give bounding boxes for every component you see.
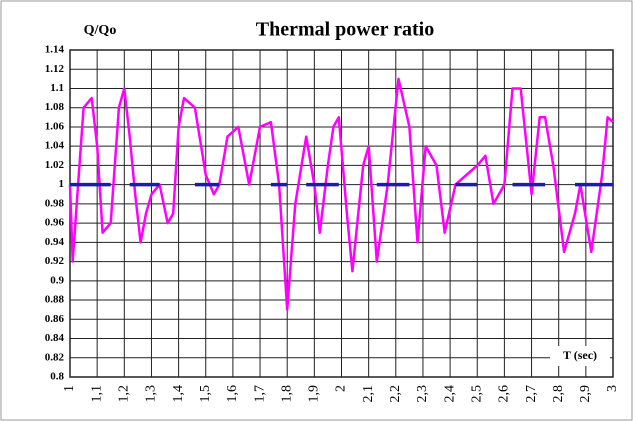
x-tick-label: 2,9: [578, 385, 593, 403]
x-tick-label: 1,3: [144, 385, 159, 403]
y-tick-label: 0.98: [45, 197, 65, 209]
x-tick-label: 2,7: [524, 385, 539, 403]
x-tick-label: 1,6: [225, 385, 240, 403]
x-tick-label: 1,9: [307, 385, 322, 403]
y-tick-label: 1.1: [50, 82, 64, 94]
y-tick-label: 1.04: [45, 140, 65, 152]
series-line: [68, 77, 614, 311]
x-tick-label: 1,2: [117, 385, 132, 403]
x-tick-label: 1,4: [171, 385, 186, 403]
x-tick-label: 2,2: [388, 385, 403, 403]
x-tick-label: 2,5: [469, 385, 484, 403]
x-tick-label: 2,1: [361, 385, 376, 403]
y-tick-label: 1.12: [45, 63, 65, 75]
x-tick-label: 3: [605, 385, 620, 392]
x-label-box: [550, 346, 610, 366]
x-tick-label: 2,4: [442, 385, 457, 403]
x-tick-label: 1,8: [279, 385, 294, 403]
y-tick-label: 0.94: [45, 236, 65, 248]
chart-title: Thermal power ratio: [256, 19, 435, 41]
x-tick-label: 1: [62, 385, 77, 392]
y-tick-label: 0.9: [50, 274, 64, 286]
y-tick-label: 0.82: [45, 351, 65, 363]
y-tick-label: 0.96: [45, 217, 65, 229]
y-tick-label: 1.02: [45, 159, 65, 171]
y-tick-label: 1.08: [45, 101, 65, 113]
x-tick-label: 1,5: [198, 385, 213, 403]
x-tick-label: 2: [334, 385, 349, 392]
y-tick-label: 1.06: [45, 120, 65, 132]
x-tick-label: 1,1: [89, 385, 104, 403]
y-tick-label: 0.92: [45, 255, 65, 267]
y-tick-label: 0.86: [45, 313, 65, 325]
x-axis-label: T (sec): [563, 348, 597, 362]
y-tick-label: 0.8: [50, 371, 64, 383]
y-tick-label: 1: [59, 178, 65, 190]
y-tick-label: 1.14: [45, 44, 65, 56]
x-tick-label: 2,3: [415, 385, 430, 403]
y-tick-label: 0.84: [45, 332, 65, 344]
x-tick-label: 2,8: [551, 385, 566, 403]
y-tick-label: 0.88: [45, 294, 65, 306]
y-axis-label: Q/Qo: [84, 23, 117, 38]
x-tick-label: 1,7: [252, 385, 267, 403]
x-tick-label: 2,6: [497, 385, 512, 403]
